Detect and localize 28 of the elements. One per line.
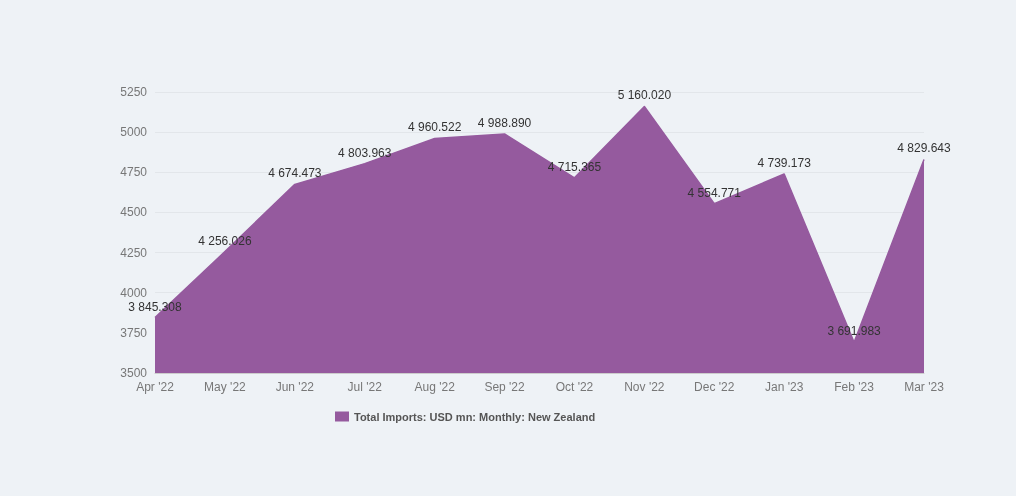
data-label: 5 160.020 xyxy=(617,88,672,103)
x-tick-label: Jun '22 xyxy=(275,380,315,394)
x-tick-label: May '22 xyxy=(204,380,247,394)
x-tick-label: Dec '22 xyxy=(694,380,735,394)
x-tick-label: Feb '23 xyxy=(834,380,875,394)
data-label: 4 988.890 xyxy=(477,115,532,130)
x-tick-label: Oct '22 xyxy=(555,380,594,394)
y-tick-label: 5250 xyxy=(120,85,148,99)
y-tick-label: 4500 xyxy=(120,205,148,220)
x-tick-label: Jul '22 xyxy=(347,380,383,394)
x-tick-label: Mar '23 xyxy=(904,380,945,394)
data-label: 4 674.473 xyxy=(268,166,322,181)
y-tick-label: 3500 xyxy=(120,366,148,380)
y-tick-label: 3750 xyxy=(120,325,148,340)
data-label: 4 739.173 xyxy=(757,156,812,171)
x-tick-label: Nov '22 xyxy=(624,380,665,394)
y-tick-label: 4250 xyxy=(120,245,148,260)
data-label: 4 803.963 xyxy=(338,145,392,160)
y-tick-label: 4000 xyxy=(120,285,148,300)
x-tick-label: Apr '22 xyxy=(136,380,175,394)
data-label: 4 829.643 xyxy=(897,141,952,156)
y-tick-label: 4750 xyxy=(120,165,148,180)
legend-label: Total Imports: USD mn: Monthly: New Zealand xyxy=(354,410,596,423)
y-tick-label: 5000 xyxy=(120,125,148,140)
data-label: 4 960.522 xyxy=(407,120,462,135)
x-tick-label: Sep '22 xyxy=(484,380,526,394)
x-tick-label: Jan '23 xyxy=(765,380,804,394)
x-tick-label: Aug '22 xyxy=(414,380,456,394)
